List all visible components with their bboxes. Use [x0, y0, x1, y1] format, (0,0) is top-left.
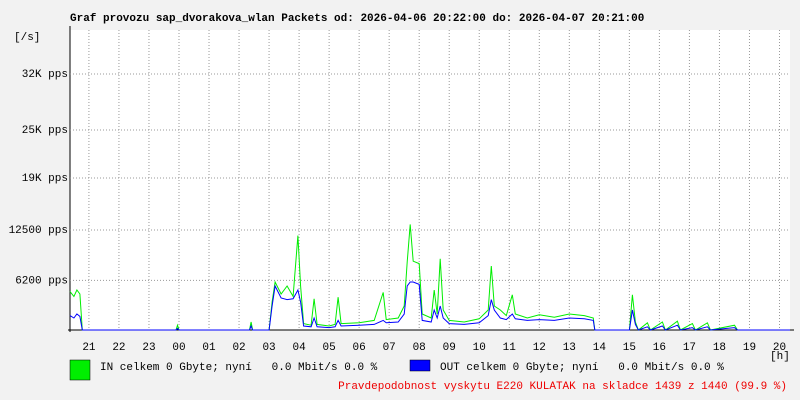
x-tick-label: 02: [232, 342, 245, 354]
footer-note: Pravdepodobnost vyskytu E220 KULATAK na …: [338, 381, 787, 393]
x-tick-label: 10: [473, 342, 486, 354]
x-tick-label: 07: [383, 342, 396, 354]
x-tick-label: 15: [623, 342, 636, 354]
x-tick-label: 00: [172, 342, 185, 354]
x-tick-label: 12: [533, 342, 546, 354]
x-tick-label: 11: [503, 342, 517, 354]
y-tick-label: 12500 pps: [9, 225, 68, 237]
x-axis-label: [h]: [770, 351, 790, 363]
x-tick-label: 01: [202, 342, 216, 354]
plot-area: [70, 30, 790, 330]
series-line: [69, 281, 790, 331]
x-tick-label: 22: [112, 342, 125, 354]
x-tick-label: 05: [323, 342, 336, 354]
series-line: [69, 224, 790, 331]
y-tick-label: 32K pps: [22, 69, 68, 81]
y-axis-label: [/s]: [14, 32, 40, 44]
y-tick-label: 6200 pps: [15, 275, 68, 287]
x-tick-label: 09: [443, 342, 456, 354]
y-tick-label: 25K pps: [22, 125, 68, 137]
x-tick-label: 08: [413, 342, 426, 354]
legend-swatch: [409, 359, 431, 372]
x-tick-label: 06: [353, 342, 366, 354]
x-tick-label: 18: [713, 342, 726, 354]
x-tick-label: 04: [292, 342, 306, 354]
legend-label: OUT celkem 0 Gbyte; nyní 0.0 Mbit/s 0.0 …: [440, 362, 724, 374]
legend-swatch: [69, 359, 91, 381]
x-tick-label: 14: [593, 342, 607, 354]
legend-label: IN celkem 0 Gbyte; nyní 0.0 Mbit/s 0.0 %: [100, 362, 378, 374]
x-tick-label: 19: [743, 342, 756, 354]
x-tick-label: 23: [142, 342, 155, 354]
x-tick-label: 20: [773, 342, 786, 354]
x-tick-label: 17: [683, 342, 696, 354]
chart-title: Graf provozu sap_dvorakova_wlan Packets …: [70, 13, 644, 25]
y-tick-label: 19K pps: [22, 173, 68, 185]
x-tick-label: 16: [653, 342, 666, 354]
x-tick-label: 21: [82, 342, 96, 354]
x-tick-label: 13: [563, 342, 576, 354]
x-tick-label: 03: [262, 342, 275, 354]
